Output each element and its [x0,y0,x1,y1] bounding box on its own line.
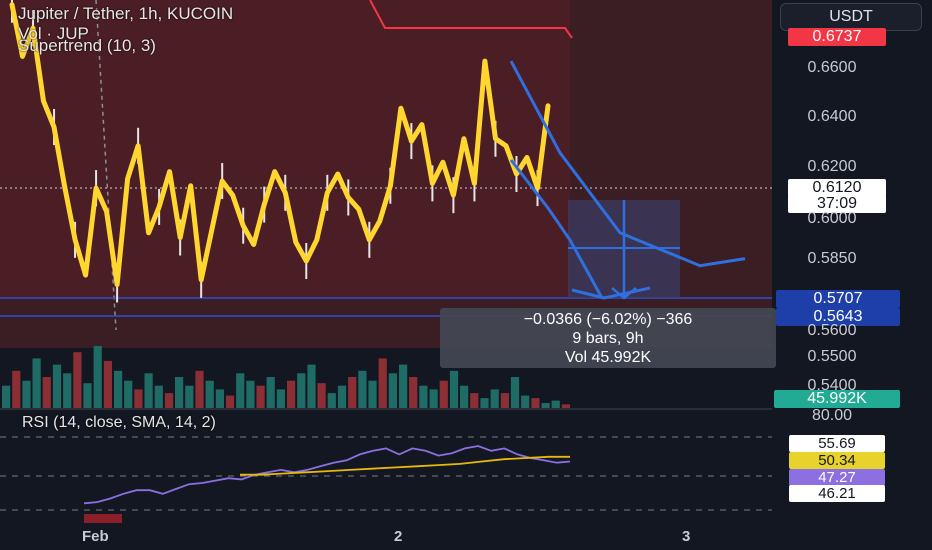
price-tick: 0.5500 [807,348,857,365]
rsi-sma-tag: 50.34 [789,452,885,469]
price-tick: 0.6600 [807,59,857,76]
volume-bar [114,370,123,408]
price-tick: 0.6000 [807,210,857,227]
projection-lower-leg [509,159,604,299]
countdown-tag: 37:09 [788,195,886,213]
volume-bar [185,385,194,408]
volume-bar [266,377,275,408]
volume-bar [52,364,62,408]
volume-bar [480,398,489,408]
volume-bar [73,352,82,408]
level-tag-1: 0.5707 [776,290,900,308]
volume-bar [103,360,112,408]
dashed-vertical-line [95,0,117,331]
supertrend-line [369,0,573,39]
volume-bar [225,395,235,408]
volume-bar [215,389,224,408]
measure-volume: Vol 45.992K [564,349,652,366]
volume-bar [510,377,520,408]
pane-divider [0,408,772,410]
rsi-tag-lower: 46.21 [789,485,885,502]
volume-bar [561,404,570,408]
volume-bar [419,385,428,408]
volume-bars [2,346,570,408]
volume-bar [256,385,265,408]
volume-bar [144,373,153,408]
volume-bar [83,383,92,408]
rsi-oversold-marker [84,514,122,523]
chart-title: Jupiter / Tether, 1h, KUCOIN [18,4,234,23]
price-tick: 0.6400 [807,108,857,125]
volume-bar [134,389,143,408]
price-tick: 0.6200 [807,158,857,175]
volume-bar [541,403,550,408]
volume-bar [175,377,184,408]
volume-bar [307,364,316,408]
volume-bar [348,377,357,408]
time-label-feb: Feb [82,528,109,545]
rsi-line [83,445,571,505]
projection-arrow [571,286,651,300]
volume-bar [399,364,408,408]
volume-bar [12,370,21,408]
volume-bar [287,380,296,408]
volume-bar [378,358,387,408]
volume-bar [236,373,245,408]
volume-bar [154,385,163,408]
volume-tag: 45.992K [774,390,900,408]
volume-bar [195,370,204,408]
zigzag-line [9,2,551,287]
volume-bar [551,400,560,408]
rsi-tag-upper: 55.69 [789,435,885,452]
volume-bar [164,393,174,408]
volume-bar [439,380,448,408]
measure-bars: 9 bars, 9h [572,330,644,347]
volume-bar [358,370,367,408]
supertrend-legend[interactable]: Supertrend (10, 3) [18,36,156,55]
volume-bar [276,389,285,408]
volume-bar [2,385,11,408]
volume-bar [317,383,326,408]
volume-bar [460,385,469,408]
volume-bar [124,380,133,408]
volume-bar [297,373,306,408]
time-label-2: 2 [394,528,403,545]
volume-bar [409,377,418,408]
volume-bar [490,389,499,408]
rsi-legend[interactable]: RSI (14, close, SMA, 14, 2) [22,414,216,431]
volume-bar [449,370,459,408]
projection-line [509,60,746,268]
volume-legend[interactable]: Vol · JUP [18,24,89,43]
rsi-value-tag: 47.27 [789,469,885,486]
high-price-tag: 0.6737 [788,28,886,46]
volume-bar [521,395,530,408]
volume-bar [470,393,479,408]
volume-bar [531,398,540,408]
price-tick: 0.5400 [807,377,857,394]
volume-bar [63,373,72,408]
price-tick: 0.5850 [807,250,857,267]
rsi-top-tick: 80.00 [811,407,853,424]
rsi-sma-line [240,455,570,476]
volume-bar [337,385,347,408]
volume-bar [388,373,397,408]
time-label-3: 3 [682,528,691,545]
volume-bar [327,393,336,408]
volume-bar [93,346,102,408]
currency-button[interactable]: USDT [780,3,922,31]
volume-bar [429,389,438,408]
volume-bar [42,377,51,408]
volume-bar [205,380,214,408]
volume-bar [246,380,255,408]
price-tick: 0.5600 [807,322,857,339]
volume-bar [32,358,41,408]
volume-bar [22,380,31,408]
measure-change: −0.0366 (−6.02%) −366 [523,311,693,328]
level-tag-2: 0.5643 [776,308,900,326]
volume-bar [500,393,509,408]
last-price-tag: 0.6120 [788,179,886,197]
measure-tooltip: −0.0366 (−6.02%) −366 9 bars, 9h Vol 45.… [440,308,776,368]
volume-bar [368,380,377,408]
